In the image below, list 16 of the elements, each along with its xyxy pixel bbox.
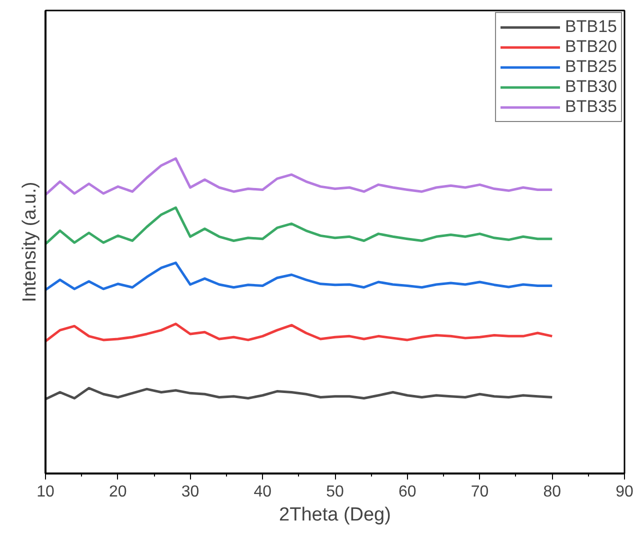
x-tick-label: 60 xyxy=(398,484,416,500)
x-tick-label: 20 xyxy=(108,484,127,500)
x-tick-label: 40 xyxy=(254,484,272,500)
x-tick-label: 30 xyxy=(181,484,200,500)
x-tick-label: 10 xyxy=(36,484,54,500)
x-tick-label: 80 xyxy=(543,484,562,500)
legend-label: BTB30 xyxy=(565,77,617,97)
legend-label: BTB35 xyxy=(565,97,617,117)
y-axis-title: Intensity (a.u.) xyxy=(20,182,40,302)
x-tick-label: 50 xyxy=(326,484,344,500)
x-tick-label: 70 xyxy=(470,484,489,500)
x-tick-label: 90 xyxy=(616,484,634,500)
x-axis-title: 2Theta (Deg) xyxy=(279,504,391,526)
legend-label: BTB20 xyxy=(565,37,617,57)
legend-label: BTB15 xyxy=(565,17,617,37)
legend-label: BTB25 xyxy=(565,57,617,77)
